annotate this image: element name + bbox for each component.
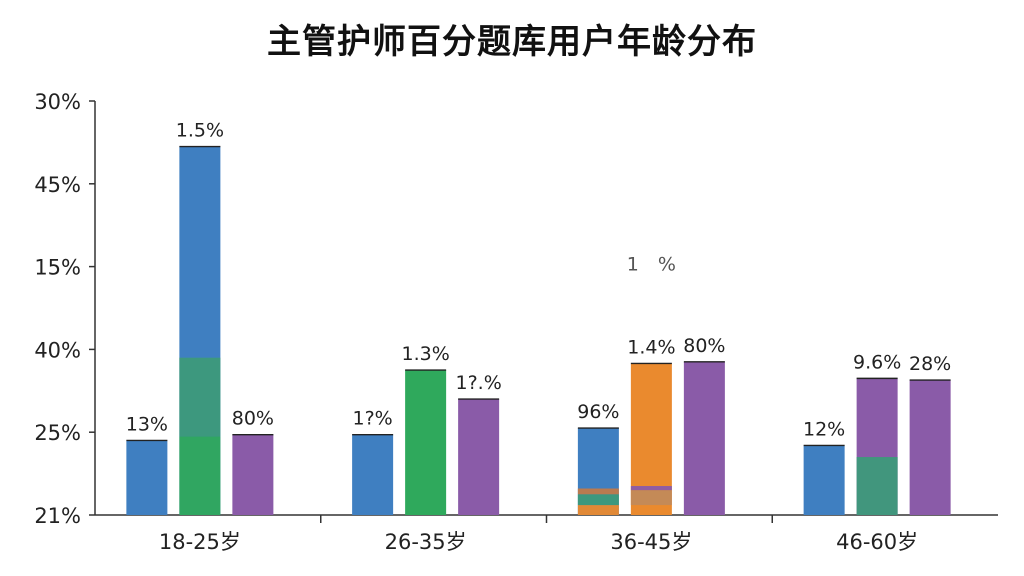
y-tick-label: 21%	[34, 504, 81, 528]
x-category-label: 46-60岁	[836, 530, 918, 554]
bar	[803, 445, 845, 515]
bar-series	[126, 145, 951, 516]
bar-segment	[630, 486, 672, 491]
x-category-label: 18-25岁	[159, 530, 241, 554]
y-tick-label: 15%	[34, 256, 81, 280]
bar	[352, 434, 394, 515]
data-label: 28%	[909, 353, 951, 375]
bar	[458, 399, 500, 515]
data-label: 96%	[577, 401, 619, 423]
data-label: 1.3%	[401, 343, 449, 365]
y-tick-label: 45%	[34, 173, 81, 197]
bar-segment	[179, 357, 221, 437]
x-category-label: 36-45岁	[610, 530, 692, 554]
y-tick-label: 30%	[34, 90, 81, 114]
data-label: 12%	[803, 418, 845, 440]
y-tick-label: 40%	[34, 338, 81, 362]
bar-segment	[630, 490, 672, 506]
bar	[683, 361, 725, 515]
data-label: 1?%	[353, 408, 393, 430]
y-axis-ticks: 30% 45% 15% 40% 25% 21%	[34, 90, 95, 528]
bar	[126, 440, 168, 515]
bar-segment	[577, 505, 619, 515]
data-labels: 13% 1.5% 80% 1?% 1.3% 1?.% 96% 1.4% 80% 12% 9.6% 28…	[126, 120, 951, 441]
bar-segment	[577, 494, 619, 506]
bar	[232, 434, 274, 515]
x-category-label: 26-35岁	[385, 530, 467, 554]
data-label: 80%	[683, 335, 725, 357]
data-label: 80%	[232, 408, 274, 430]
chart-title: 主管护师百分题库用户年龄分布	[267, 22, 757, 62]
data-label: 1?.%	[455, 372, 501, 394]
annotation-label: 1 %	[627, 254, 676, 276]
data-label: 9.6%	[853, 351, 901, 373]
data-label: 1.4%	[627, 336, 675, 358]
bar	[405, 370, 447, 515]
data-label: 1.5%	[176, 120, 224, 142]
bar	[909, 380, 951, 515]
data-label: 13%	[126, 413, 168, 435]
bar-segment	[179, 436, 221, 515]
bar-segment	[856, 457, 898, 515]
y-tick-label: 25%	[34, 421, 81, 445]
bar-segment	[577, 488, 619, 495]
x-axis-categories: 18-25岁 26-35岁 36-45岁 46-60岁	[159, 530, 918, 554]
